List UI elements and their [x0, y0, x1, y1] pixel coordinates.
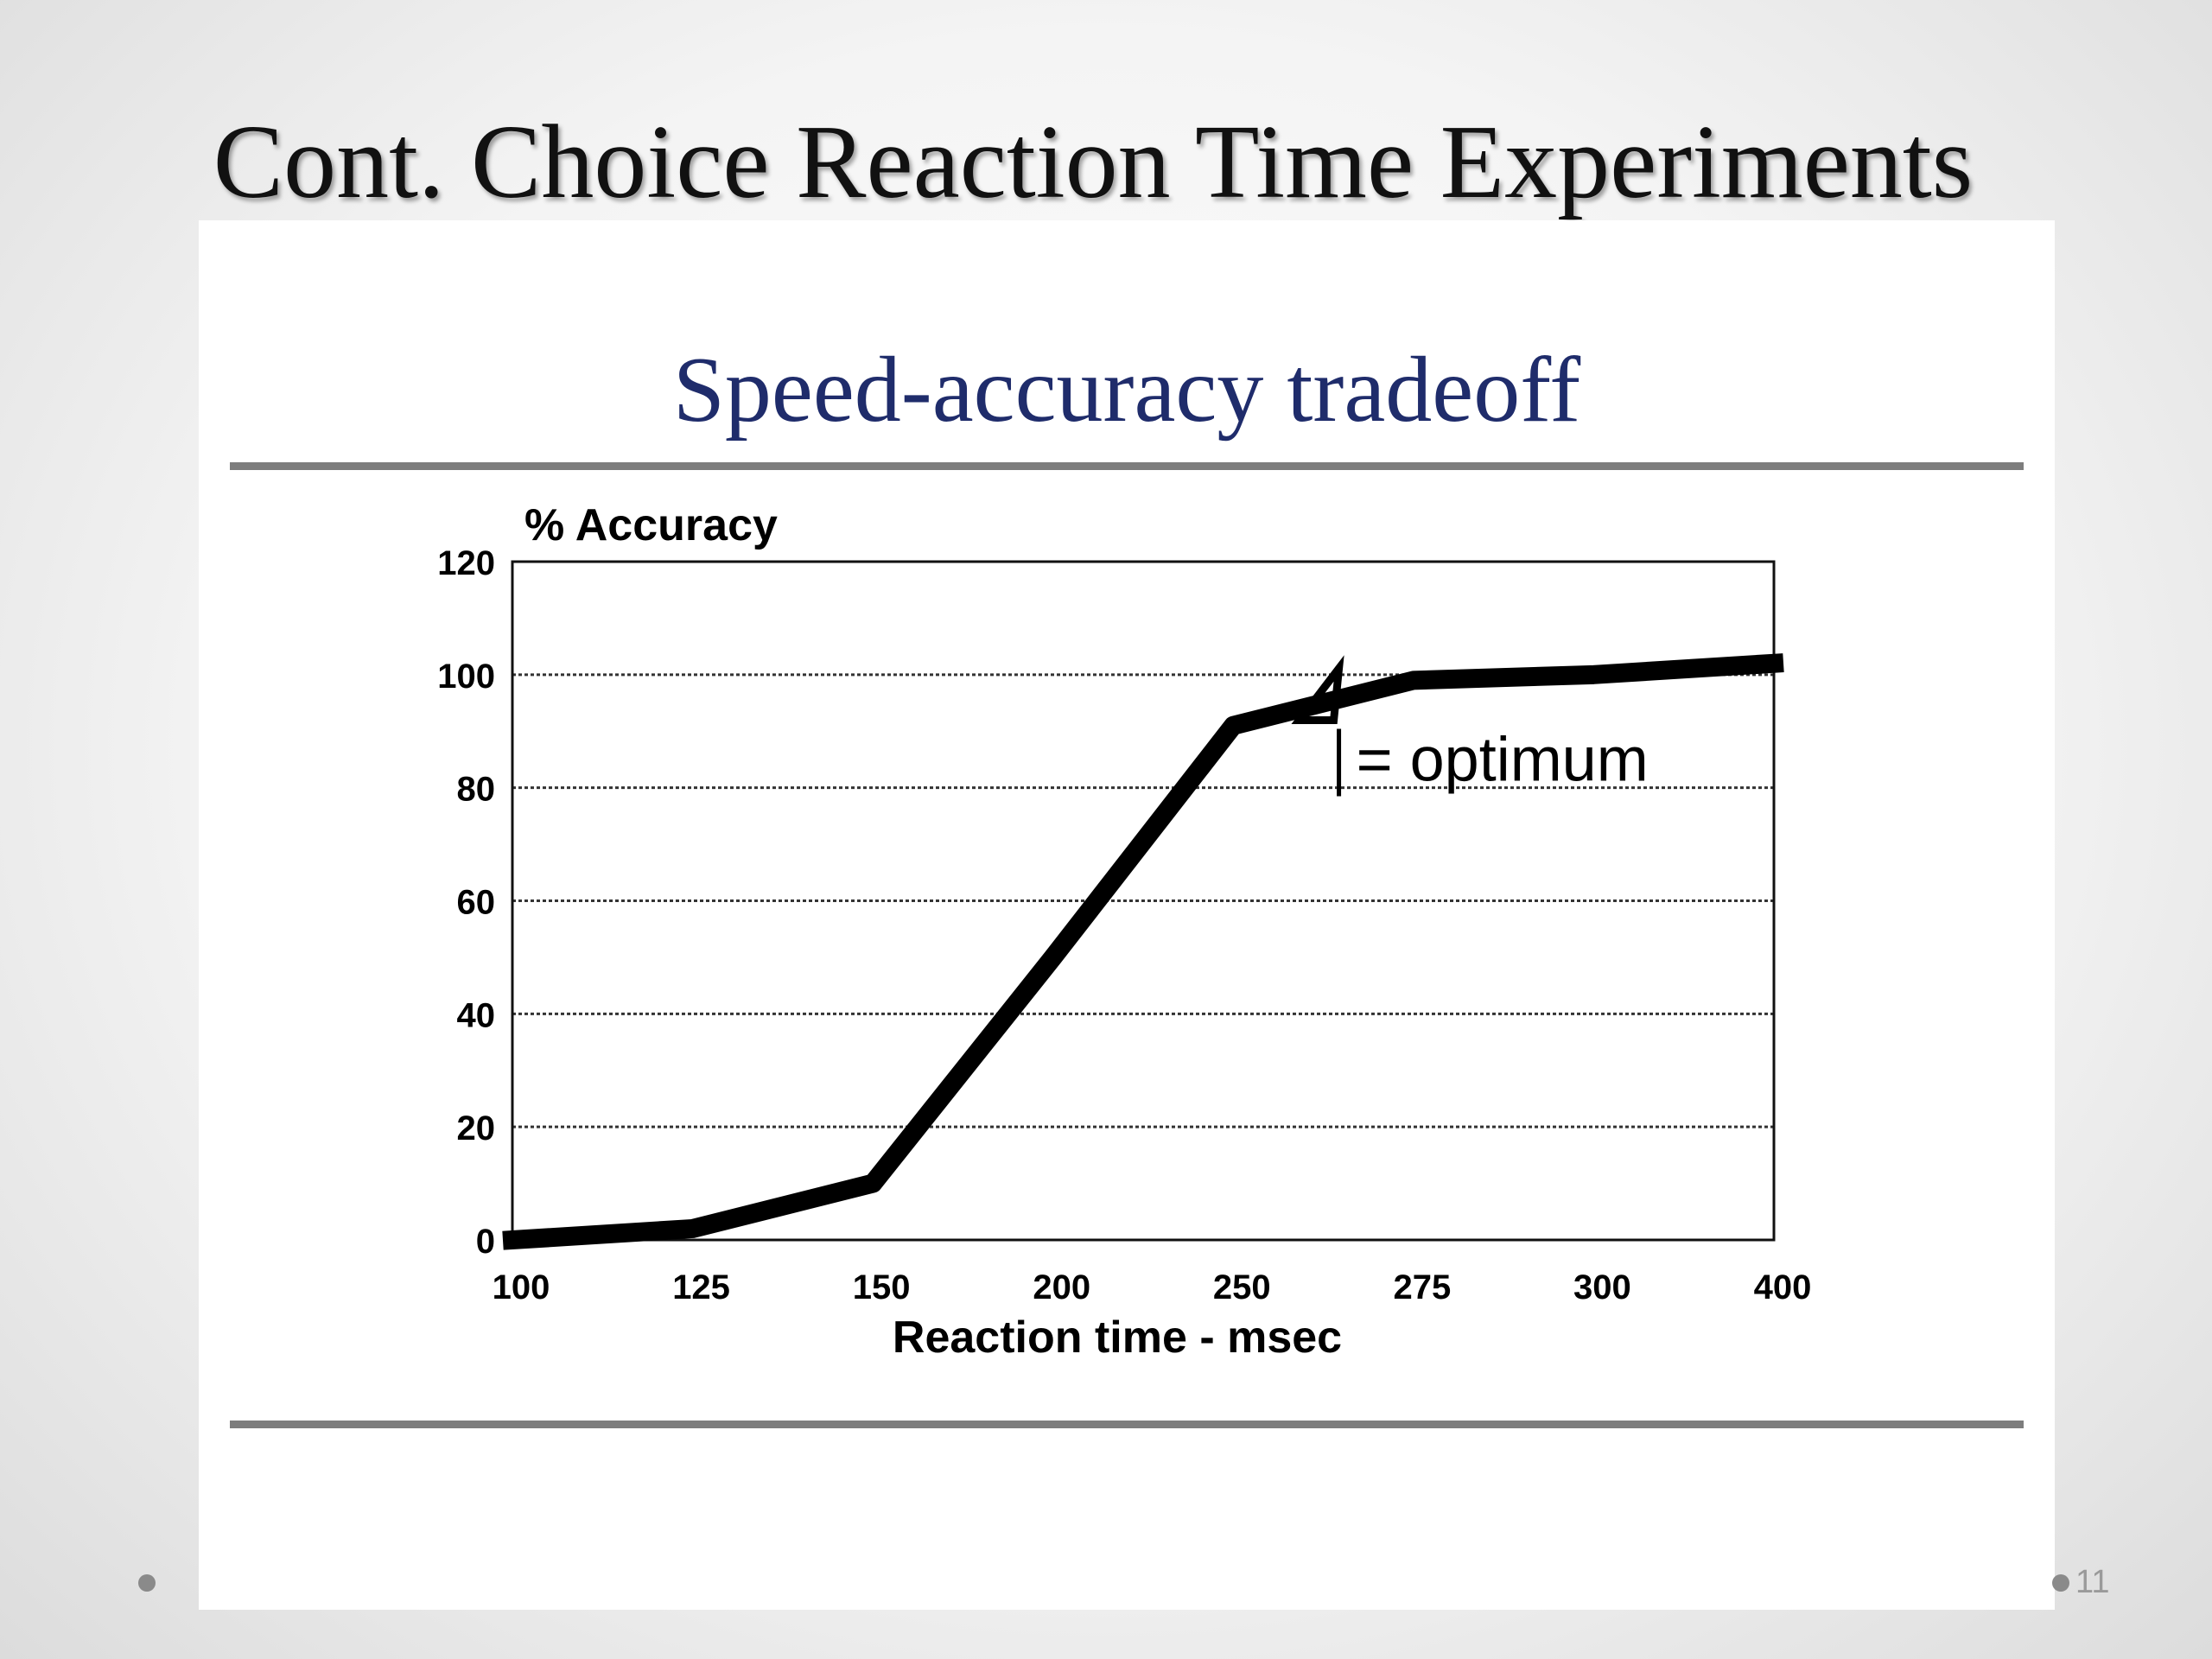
y-tick-label: 80	[457, 771, 496, 809]
data-point	[1228, 720, 1239, 731]
x-tick-label: 400	[1754, 1268, 1812, 1306]
optimum-marker-icon	[1291, 655, 1344, 725]
bottom-divider	[230, 1421, 2024, 1428]
plot-frame	[511, 560, 1776, 1242]
slide-title: Cont. Choice Reaction Time Experiments	[213, 104, 1974, 220]
page-number: 11	[2075, 1564, 2110, 1600]
top-divider	[230, 462, 2024, 470]
x-tick-label: 150	[853, 1268, 911, 1306]
data-point	[507, 1235, 518, 1245]
data-point	[1769, 658, 1779, 669]
accuracy-line	[502, 653, 1784, 1250]
chart-title: Speed-accuracy tradeoff	[672, 339, 1581, 442]
y-tick-label: 120	[437, 544, 495, 582]
bullet-left-icon	[138, 1574, 156, 1592]
data-point	[1588, 669, 1599, 680]
x-tick-label: 275	[1393, 1268, 1451, 1306]
x-tick-label: 100	[493, 1268, 550, 1306]
y-tick-label: 60	[457, 884, 496, 922]
y-tick-label: 20	[457, 1109, 496, 1147]
x-tick-label: 125	[672, 1268, 730, 1306]
data-point	[868, 1178, 879, 1189]
x-axis-label: Reaction time - msec	[893, 1313, 1342, 1363]
x-tick-label: 200	[1033, 1268, 1090, 1306]
y-tick-label: 100	[437, 658, 495, 696]
y-tick-label: 0	[476, 1223, 495, 1261]
content-panel: Speed-accuracy tradeoff 0 20 40 60 80 100 120 1…	[199, 220, 2055, 1610]
data-point	[687, 1223, 698, 1234]
x-tick-label: 300	[1573, 1268, 1631, 1306]
y-axis-label: % Accuracy	[524, 500, 778, 550]
optimum-annotation: = optimum	[1357, 726, 1649, 795]
bullet-right-icon	[2052, 1574, 2069, 1592]
data-point	[1047, 951, 1058, 963]
x-tick-label: 250	[1213, 1268, 1271, 1306]
accuracy-chart: 0 20 40 60 80 100 120 100 125 150 200 250 275 300 400%…	[437, 500, 1812, 1363]
y-tick-label: 40	[457, 996, 496, 1034]
data-point	[1408, 675, 1419, 686]
